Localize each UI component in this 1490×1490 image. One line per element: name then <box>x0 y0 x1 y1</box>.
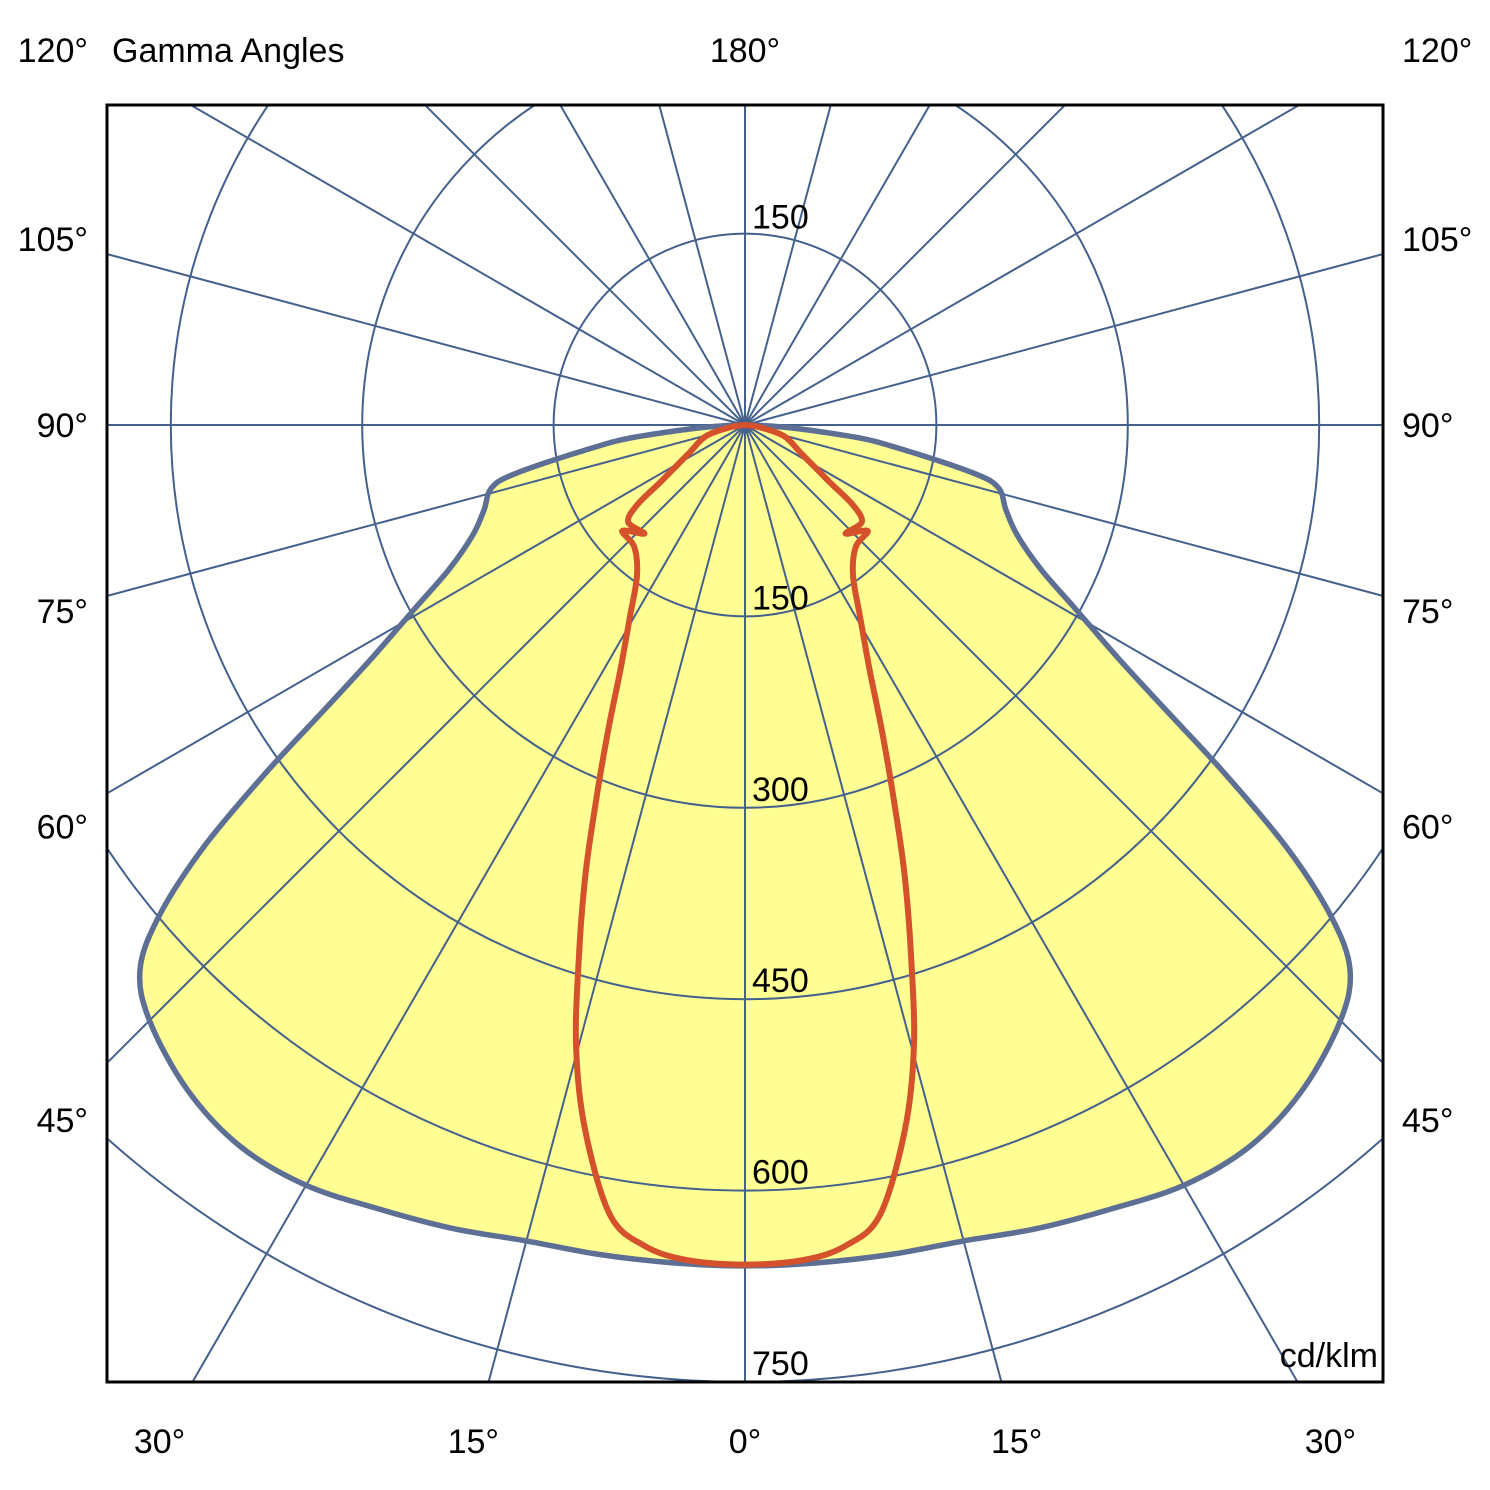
corner-angle-label-left: 120° <box>18 32 88 70</box>
narrow-lobe-curve <box>572 422 918 1268</box>
gamma-label-bottom-30: 30° <box>1305 1423 1356 1461</box>
angle-grid-ray-240 <box>188 105 746 426</box>
angle-grid-ray-15 <box>744 424 1003 1382</box>
angle-grid-ray-60 <box>744 424 1383 795</box>
angle-grid-ray-255 <box>107 253 746 426</box>
angle-grid-ray-210 <box>559 105 746 426</box>
corner-angle-label-right: 120° <box>1402 32 1472 70</box>
angle-grid-ray-225 <box>423 105 746 426</box>
angle-grid-ray-135 <box>744 105 1067 426</box>
angle-grid-ray-315 <box>107 424 746 1065</box>
plot-frame <box>105 103 1385 1384</box>
gamma-label-left-45: 45° <box>37 1102 88 1140</box>
gamma-label-right-90: 90° <box>1402 407 1453 445</box>
angle-grid-ray-345 <box>487 424 746 1382</box>
gamma-label-right-105: 105° <box>1402 221 1472 259</box>
distribution-curves-layer <box>136 422 1354 1269</box>
gamma-label-bottom-0: 0° <box>729 1423 762 1461</box>
gamma-label-bottom--30: 30° <box>134 1423 185 1461</box>
angle-grid-ray-120 <box>744 105 1302 426</box>
gamma-label-right-45: 45° <box>1402 1102 1453 1140</box>
angle-grid-ray-105 <box>744 253 1383 426</box>
angle-grid-ray-285 <box>107 424 746 597</box>
angle-grid-ray-75 <box>744 424 1383 597</box>
units-label: cd/klm <box>1280 1337 1378 1375</box>
gamma-label-right-75: 75° <box>1402 593 1453 631</box>
angle-grid-ray-30 <box>744 424 1299 1382</box>
radial-label-below-150: 150 <box>752 579 809 617</box>
gamma-label-left-60: 60° <box>37 808 88 846</box>
chart-title: Gamma Angles <box>112 32 344 70</box>
angle-grid-ray-330 <box>191 424 746 1382</box>
radial-label-below-450: 450 <box>752 962 809 1000</box>
top-angle-label: 180° <box>710 32 780 70</box>
gamma-label-left-105: 105° <box>18 221 88 259</box>
angle-grid-ray-150 <box>744 105 931 426</box>
gamma-and-ring-labels: 105° 90° 75° 60° 45° 105° 90° 75° 60° 45° 30° 15° 0°… <box>18 199 1473 1461</box>
angle-grid-ray-195 <box>658 105 746 426</box>
gamma-label-left-90: 90° <box>37 407 88 445</box>
gamma-label-left-75: 75° <box>37 593 88 631</box>
gamma-label-bottom-15: 15° <box>991 1423 1042 1461</box>
radial-label-below-300: 300 <box>752 771 809 809</box>
radial-label-below-750: 750 <box>752 1345 809 1383</box>
angle-grid-ray-45 <box>744 424 1383 1065</box>
axis-labels-layer: Gamma Angles 180° 120° 120° cd/klm 105° 9… <box>18 32 1473 1461</box>
angle-grid-ray-300 <box>107 424 746 795</box>
radial-label-below-600: 600 <box>752 1154 809 1192</box>
gamma-label-right-60: 60° <box>1402 808 1453 846</box>
angle-grid-ray-165 <box>744 105 832 426</box>
gamma-label-bottom--15: 15° <box>448 1423 499 1461</box>
radial-label-above-150: 150 <box>752 199 809 237</box>
